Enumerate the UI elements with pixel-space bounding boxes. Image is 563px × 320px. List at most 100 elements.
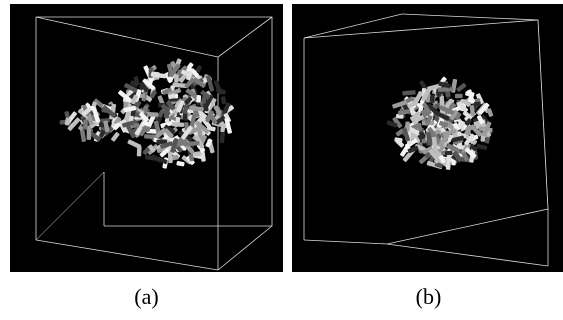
rod-b <box>451 135 465 143</box>
rod-b <box>464 133 475 146</box>
rod-a <box>206 75 215 92</box>
rod-b <box>407 145 419 154</box>
rod-b <box>461 151 470 162</box>
rod-b <box>402 90 416 96</box>
rod-a <box>139 81 149 93</box>
rod-a <box>144 134 157 140</box>
rod-b <box>438 120 449 128</box>
simulation-box-b <box>303 13 549 267</box>
rod-b <box>469 124 483 137</box>
rod-b <box>486 108 494 117</box>
rod-a <box>102 105 116 118</box>
rod-b <box>447 144 461 154</box>
rod-a <box>186 141 200 147</box>
rod-a <box>159 148 169 158</box>
rod-b <box>456 83 467 92</box>
rod-a <box>188 105 204 112</box>
rod-a <box>185 62 194 72</box>
rod-b <box>437 144 446 153</box>
rod-a <box>81 106 92 117</box>
rod-b <box>476 143 488 151</box>
rod-b <box>481 121 492 137</box>
rod-b <box>392 100 408 109</box>
rod-a <box>213 105 222 115</box>
rod-b <box>397 109 411 116</box>
rod-b <box>427 127 440 142</box>
rod-b <box>437 133 450 148</box>
rod-b <box>484 135 491 144</box>
simulation-panel-b <box>292 4 563 272</box>
rod-b <box>454 93 463 99</box>
rod-a <box>79 129 87 143</box>
panel-a-caption: (a) <box>134 284 159 309</box>
rod-a <box>184 96 193 105</box>
rod-b <box>396 113 404 119</box>
rod-b <box>395 128 405 137</box>
rod-a <box>142 126 151 131</box>
rod-a <box>175 65 188 78</box>
rod-a <box>187 127 197 135</box>
rod-a <box>133 76 140 86</box>
rod-a <box>139 111 149 123</box>
rod-a <box>163 124 176 135</box>
rod-b <box>431 136 438 152</box>
rod-a <box>224 117 232 134</box>
rod-cluster-a <box>59 58 235 169</box>
rod-b <box>454 112 462 120</box>
rod-a <box>190 68 200 78</box>
rod-b <box>445 154 452 170</box>
rod-a <box>156 139 168 145</box>
rod-a <box>141 120 151 127</box>
rod-a <box>193 151 202 157</box>
rod-b <box>464 147 477 159</box>
rod-a <box>220 96 227 105</box>
rod-b <box>457 101 469 113</box>
rod-a <box>155 127 167 139</box>
rod-cluster-b <box>386 76 494 170</box>
rod-a <box>123 105 137 113</box>
rod-a <box>200 90 211 100</box>
rod-a <box>213 80 223 95</box>
rod-a <box>168 63 181 78</box>
rod-a <box>195 65 202 73</box>
rod-a <box>130 94 139 105</box>
rod-a <box>111 132 120 142</box>
rod-a <box>67 117 81 131</box>
rod-a <box>196 95 202 103</box>
rod-b <box>392 116 403 129</box>
rod-b <box>422 102 432 115</box>
rod-b <box>386 120 398 128</box>
rod-a <box>91 107 101 123</box>
rod-b <box>465 91 475 97</box>
rod-a <box>118 90 132 103</box>
rod-a <box>124 83 139 94</box>
rod-b <box>444 150 453 156</box>
rod-b <box>421 86 433 102</box>
rod-b <box>438 105 455 115</box>
rod-b <box>469 143 478 152</box>
rod-a <box>126 125 136 139</box>
rod-a <box>124 110 131 121</box>
rod-b <box>449 109 459 121</box>
rod-a <box>170 139 178 153</box>
rod-b <box>458 120 465 130</box>
rod-a <box>205 110 214 123</box>
rod-a <box>157 95 165 105</box>
rod-b <box>437 86 454 92</box>
box-wireframe-a <box>35 16 273 271</box>
rod-a <box>160 121 173 129</box>
box-wireframe-b <box>303 13 549 267</box>
rod-b <box>437 111 450 121</box>
rod-b <box>414 114 425 123</box>
rod-a <box>195 120 210 134</box>
rod-b <box>478 102 490 115</box>
rod-a <box>64 117 71 126</box>
rod-a <box>103 120 110 133</box>
rod-a <box>151 71 160 77</box>
rod-a <box>203 103 209 112</box>
rod-a <box>86 112 94 126</box>
rod-a <box>176 100 185 113</box>
rod-b <box>462 99 471 107</box>
rod-a <box>220 124 226 133</box>
rod-b <box>473 101 481 107</box>
